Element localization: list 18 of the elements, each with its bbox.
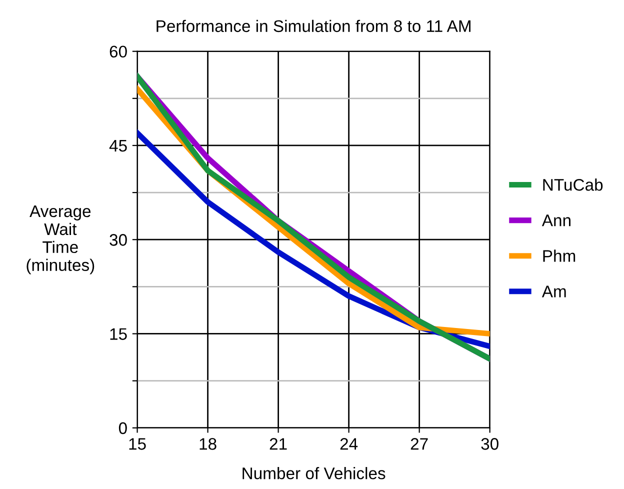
y-tick-label: 45 <box>109 140 127 152</box>
x-tick-label: 21 <box>270 438 287 450</box>
chart-title: Performance in Simulation from 8 to 11 AM <box>156 20 470 32</box>
x-tick-label: 27 <box>410 438 428 450</box>
y-tick-label: 30 <box>110 234 127 246</box>
x-tick-label: 15 <box>129 438 146 450</box>
x-axis-title: Number of Vehicles <box>242 467 386 480</box>
x-tick-label: 30 <box>481 438 498 450</box>
legend-label: NTuCab <box>543 178 603 191</box>
y-tick-label: 0 <box>118 422 127 434</box>
legend-label: Am <box>542 286 566 298</box>
x-tick-label: 18 <box>200 438 216 450</box>
legend-label: Ann <box>542 214 570 226</box>
y-tick-label: 15 <box>110 328 127 340</box>
y-axis-title: Average Wait Time (minutes) <box>26 206 94 274</box>
legend-label: Phm <box>543 250 576 262</box>
x-tick-label: 24 <box>340 438 358 450</box>
y-tick-label: 60 <box>110 46 127 58</box>
